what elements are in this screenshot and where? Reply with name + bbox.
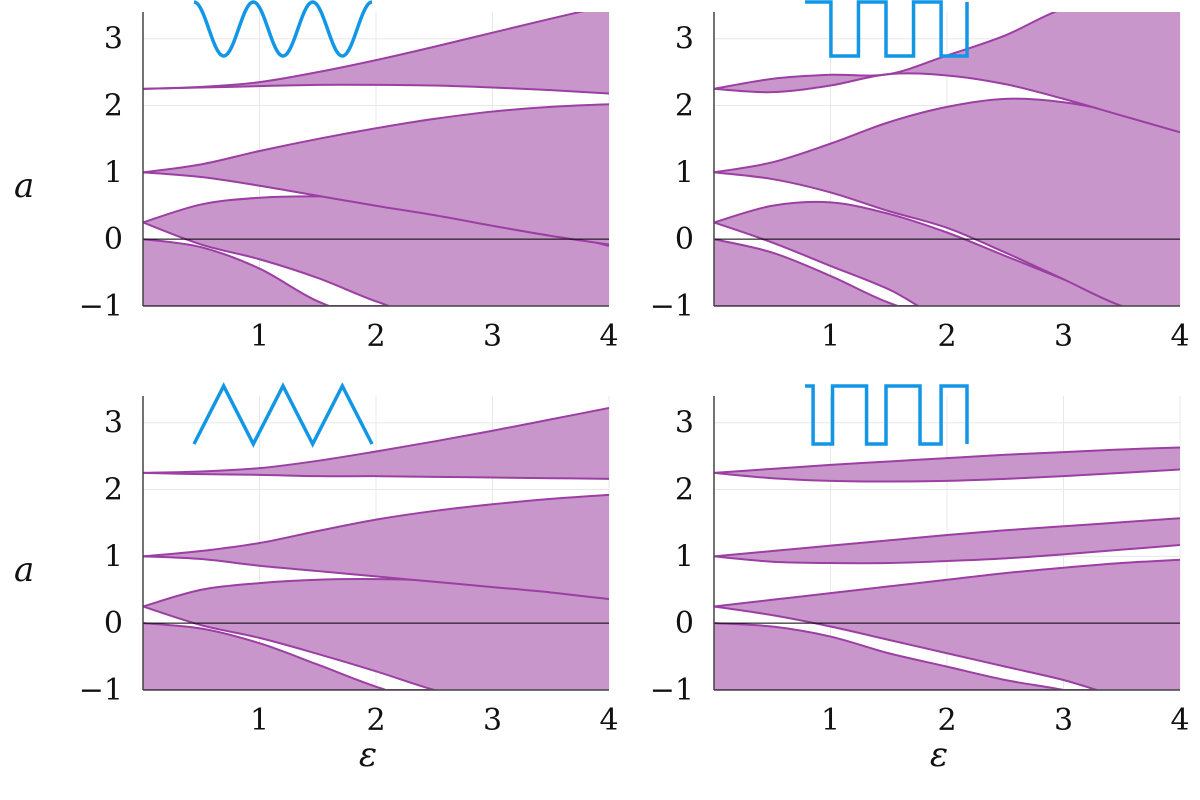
inset-square-wave-icon <box>805 0 969 58</box>
x-tick-label: 3 <box>1054 319 1073 354</box>
x-tick-label: 4 <box>599 703 618 738</box>
instability-band-3 <box>143 408 609 479</box>
y-tick-label: 3 <box>675 406 694 441</box>
instability-band-2 <box>143 104 609 245</box>
y-tick-label: 0 <box>104 222 123 257</box>
y-tick-label: 2 <box>104 89 123 124</box>
instability-band-2 <box>714 518 1180 564</box>
x-axis-label: ε <box>930 735 948 775</box>
band-lower-curve <box>143 221 392 306</box>
panel-bottom-right: −1 0 1 2 3 1 2 3 4 ε <box>650 384 1190 775</box>
band-upper-curve <box>714 238 901 306</box>
y-tick-label: 1 <box>675 539 694 574</box>
plot-area <box>143 407 609 690</box>
x-tick-label: 1 <box>250 703 269 738</box>
y-axis-label: a <box>14 550 34 590</box>
band-upper-curve <box>714 558 1180 608</box>
instability-band-2 <box>714 98 1180 306</box>
inset-sine-wave-icon <box>193 0 373 58</box>
instability-band-0 <box>143 623 609 690</box>
y-tick-label: 1 <box>104 155 123 190</box>
band-lower-curve <box>714 544 1180 565</box>
band-lower-curve <box>143 605 438 690</box>
band-upper-curve <box>714 622 1069 690</box>
plot-area <box>714 446 1180 690</box>
y-tick-label: 2 <box>675 89 694 124</box>
instability-band-3 <box>714 12 1180 133</box>
instability-band-0 <box>714 623 1180 690</box>
y-tick-label: 0 <box>675 222 694 257</box>
x-tick-label: 2 <box>366 319 385 354</box>
x-tick-label: 1 <box>821 319 840 354</box>
band-lower-curve <box>714 171 1126 306</box>
instability-band-1 <box>714 559 1180 690</box>
y-axis-label: a <box>14 166 34 206</box>
x-tick-label: 3 <box>483 319 502 354</box>
band-lower-curve <box>143 83 609 95</box>
band-lower-curve <box>714 605 1101 690</box>
band-lower-curve <box>143 471 609 480</box>
instability-band-1 <box>143 579 609 690</box>
band-lower-curve <box>714 72 1180 134</box>
band-upper-curve <box>143 238 332 306</box>
panel-top-left: −1 0 1 2 3 1 2 3 4 a <box>14 0 619 354</box>
x-tick-label: 2 <box>937 319 956 354</box>
y-tick-label: 0 <box>104 606 123 641</box>
panel-bottom-left: −1 0 1 2 3 1 2 3 4 a ε <box>14 382 619 775</box>
instability-band-0 <box>714 239 1180 306</box>
band-upper-curve <box>143 407 609 474</box>
x-tick-label: 1 <box>821 703 840 738</box>
x-tick-label: 4 <box>599 319 618 354</box>
x-tick-label: 4 <box>1170 319 1189 354</box>
band-upper-curve <box>143 12 585 90</box>
y-tick-label: 1 <box>104 539 123 574</box>
band-upper-curve <box>143 103 609 174</box>
band-upper-curve <box>714 446 1180 474</box>
panel-top-right: −1 0 1 2 3 1 2 3 4 <box>650 0 1190 354</box>
y-tick-label: 3 <box>104 22 123 57</box>
x-axis-label: ε <box>359 735 377 775</box>
inset-triangle-wave-icon <box>192 382 374 448</box>
y-tick-label: 0 <box>675 606 694 641</box>
y-tick-label: −1 <box>79 289 123 324</box>
instability-band-3 <box>714 447 1180 482</box>
x-tick-label: 1 <box>250 319 269 354</box>
y-tick-label: −1 <box>650 289 694 324</box>
x-tick-label: 2 <box>937 703 956 738</box>
y-tick-label: 3 <box>104 406 123 441</box>
y-tick-label: −1 <box>79 673 123 708</box>
x-tick-label: 3 <box>1054 703 1073 738</box>
y-tick-label: −1 <box>650 673 694 708</box>
band-lower-curve <box>714 221 921 306</box>
band-upper-curve <box>143 622 389 690</box>
y-tick-label: 2 <box>104 473 123 508</box>
x-tick-label: 2 <box>366 703 385 738</box>
x-tick-label: 4 <box>1170 703 1189 738</box>
instability-band-1 <box>714 201 1133 306</box>
band-lower-curve <box>714 468 1180 483</box>
band-upper-curve <box>714 517 1180 558</box>
plot-area <box>143 12 609 306</box>
x-tick-label: 3 <box>483 703 502 738</box>
inset-square-pulse-wave-icon <box>805 384 969 446</box>
plot-area <box>714 12 1180 306</box>
band-lower-curve <box>143 555 609 601</box>
instability-band-2 <box>143 494 609 600</box>
y-tick-label: 1 <box>675 155 694 190</box>
band-lower-curve <box>143 171 609 246</box>
band-upper-curve <box>143 493 609 558</box>
y-tick-label: 2 <box>675 473 694 508</box>
y-tick-label: 3 <box>675 22 694 57</box>
instability-band-3 <box>143 12 609 94</box>
instability-band-0 <box>143 239 609 306</box>
